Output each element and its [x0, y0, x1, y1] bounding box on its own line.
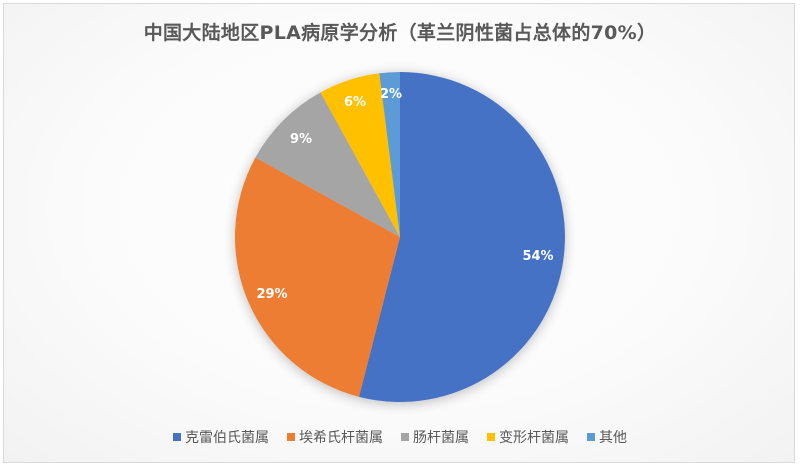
legend-item-other[interactable]: 其他 [587, 427, 627, 447]
chart-title: 中国大陆地区PLA病原学分析（革兰阴性菌占总体的70%） [143, 22, 657, 44]
legend-swatch-icon [173, 433, 181, 441]
chart-legend: 克雷伯氏菌属 埃希氏杆菌属 肠杆菌属 变形杆菌属 其他 [0, 427, 800, 447]
slice-label-other: 2% [380, 87, 402, 102]
pie-slice-escherichia[interactable] [234, 157, 400, 397]
pie-slice-proteus[interactable] [320, 73, 401, 237]
legend-item-klebsiella[interactable]: 克雷伯氏菌属 [173, 427, 269, 447]
legend-label: 克雷伯氏菌属 [185, 430, 269, 446]
pie-slice-other[interactable] [379, 72, 400, 237]
legend-item-enterobacter[interactable]: 肠杆菌属 [401, 427, 469, 447]
slice-label-enterobacter: 9% [290, 132, 312, 147]
slice-label-escherichia: 29% [256, 287, 287, 302]
legend-label: 肠杆菌属 [413, 430, 469, 446]
legend-label: 其他 [599, 430, 627, 446]
legend-label: 埃希氏杆菌属 [299, 430, 383, 446]
slice-label-proteus: 6% [344, 95, 366, 110]
legend-item-proteus[interactable]: 变形杆菌属 [487, 427, 569, 447]
legend-swatch-icon [401, 433, 409, 441]
legend-swatch-icon [587, 433, 595, 441]
slice-label-klebsiella: 54% [522, 249, 553, 264]
legend-swatch-icon [287, 433, 295, 441]
legend-swatch-icon [487, 433, 495, 441]
legend-label: 变形杆菌属 [499, 430, 569, 446]
pie-slice-klebsiella[interactable] [358, 72, 565, 402]
pie-slice-enterobacter[interactable] [255, 92, 400, 237]
legend-item-escherichia[interactable]: 埃希氏杆菌属 [287, 427, 383, 447]
